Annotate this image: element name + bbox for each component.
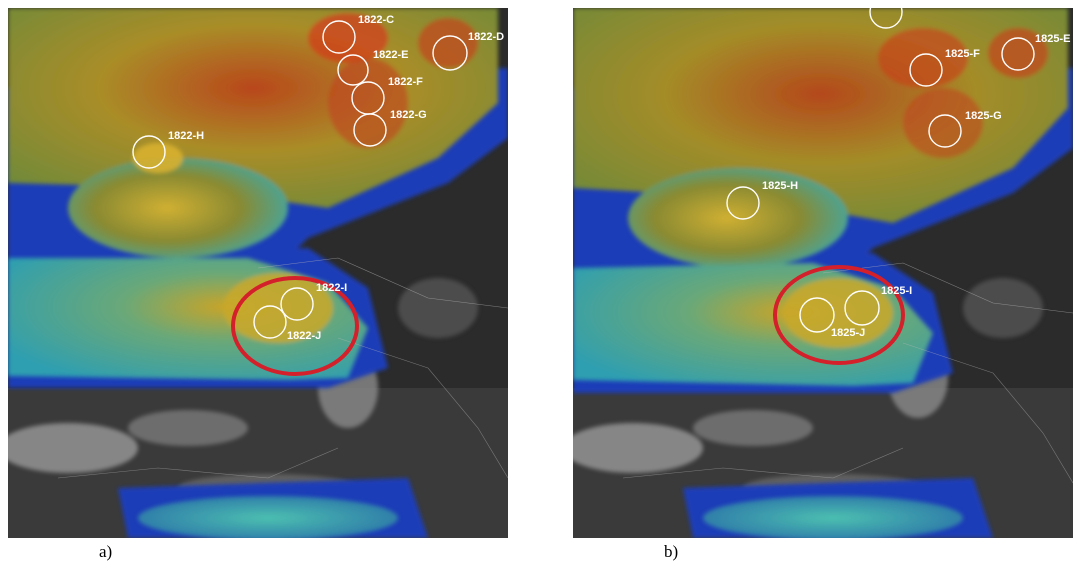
- svg-text:1825-I: 1825-I: [881, 285, 912, 297]
- svg-text:1822-H: 1822-H: [168, 130, 204, 142]
- svg-text:1825-E: 1825-E: [1035, 33, 1070, 45]
- marker-1825-I: 1825-I: [844, 285, 912, 326]
- marker-1822-J: 1822-J: [253, 305, 321, 342]
- svg-text:1822-J: 1822-J: [287, 330, 321, 342]
- marker-1825-F: 1825-F: [909, 48, 980, 87]
- svg-text:1825-H: 1825-H: [762, 180, 798, 192]
- satellite-imagery-a: 1822-C 1822-E 1822-D 1822-F 1822-G 1822-…: [8, 8, 508, 538]
- svg-text:1822-E: 1822-E: [373, 49, 408, 61]
- svg-text:1822-F: 1822-F: [388, 76, 423, 88]
- svg-text:1825-G: 1825-G: [965, 110, 1002, 122]
- highlight-ellipse: [773, 265, 905, 365]
- svg-text:1822-C: 1822-C: [358, 14, 394, 26]
- svg-text:1822-G: 1822-G: [390, 109, 427, 121]
- svg-text:1825-J: 1825-J: [831, 327, 865, 339]
- marker-1822-H: 1822-H: [132, 130, 204, 169]
- satellite-image-panel-b: 1825-E 1825-F 1825-G 1825-H 1825-I 1825-…: [573, 8, 1073, 538]
- satellite-image-panel-a: 1822-C 1822-E 1822-D 1822-F 1822-G 1822-…: [8, 8, 508, 538]
- marker-1822-C: 1822-C: [322, 14, 394, 54]
- panel-caption-a: a): [99, 542, 113, 561]
- marker-circle-partial: [869, 8, 903, 29]
- panel-caption-b: b): [664, 542, 679, 561]
- marker-1822-D: 1822-D: [432, 31, 504, 71]
- marker-1822-G: 1822-G: [353, 109, 427, 147]
- marker-1825-G: 1825-G: [928, 110, 1002, 148]
- marker-1825-E: 1825-E: [1001, 33, 1070, 71]
- svg-text:1825-F: 1825-F: [945, 48, 980, 60]
- marker-1822-E: 1822-E: [337, 49, 408, 86]
- marker-1825-H: 1825-H: [726, 180, 798, 220]
- satellite-imagery-b: 1825-E 1825-F 1825-G 1825-H 1825-I 1825-…: [573, 8, 1073, 538]
- svg-text:1822-I: 1822-I: [316, 282, 347, 294]
- marker-1825-J: 1825-J: [799, 297, 865, 339]
- svg-text:1822-D: 1822-D: [468, 31, 504, 43]
- highlight-ellipse: [231, 276, 359, 376]
- marker-1822-I: 1822-I: [280, 282, 347, 321]
